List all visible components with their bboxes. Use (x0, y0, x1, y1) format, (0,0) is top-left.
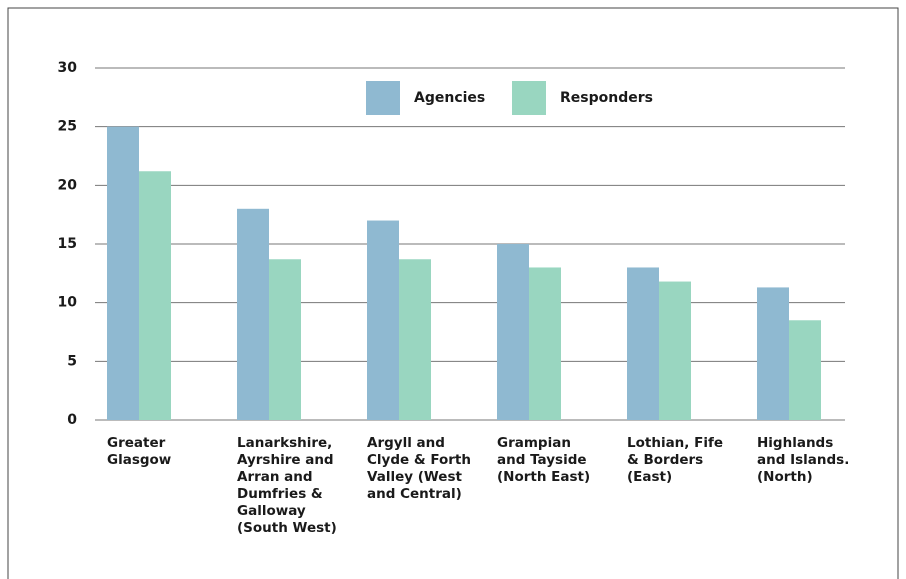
bar (367, 220, 399, 420)
bar (659, 281, 691, 420)
bar (757, 287, 789, 420)
bar (107, 126, 139, 421)
bar (269, 259, 301, 420)
legend-swatch (512, 81, 546, 115)
y-tick-label: 0 (67, 412, 77, 428)
x-tick-label: Lothian, Fife & Borders (East) (627, 435, 723, 485)
bar (529, 267, 561, 420)
bar (627, 267, 659, 420)
bar (139, 171, 171, 420)
y-tick-label: 25 (58, 119, 77, 135)
y-tick-label: 5 (67, 353, 77, 369)
x-tick-label: Lanarkshire, Ayrshire and Arran and Dumf… (237, 435, 337, 536)
legend-swatch (366, 81, 400, 115)
y-tick-label: 30 (58, 60, 78, 76)
legend-label: Responders (560, 90, 653, 106)
bar (399, 259, 431, 420)
y-tick-label: 10 (58, 295, 78, 311)
y-tick-label: 15 (58, 236, 77, 252)
x-tick-label: Grampian and Tayside (North East) (497, 435, 591, 485)
bar (237, 208, 269, 420)
legend-label: Agencies (414, 90, 485, 106)
bar (789, 320, 821, 420)
frame (7, 7, 899, 579)
bar (497, 244, 529, 420)
x-tick-label: Argyll and Clyde & Forth Valley (West an… (367, 435, 471, 502)
y-tick-label: 20 (58, 177, 78, 193)
x-tick-label: Greater Glasgow (107, 435, 172, 468)
x-tick-label: Highlands and Islands. (North) (757, 435, 850, 485)
